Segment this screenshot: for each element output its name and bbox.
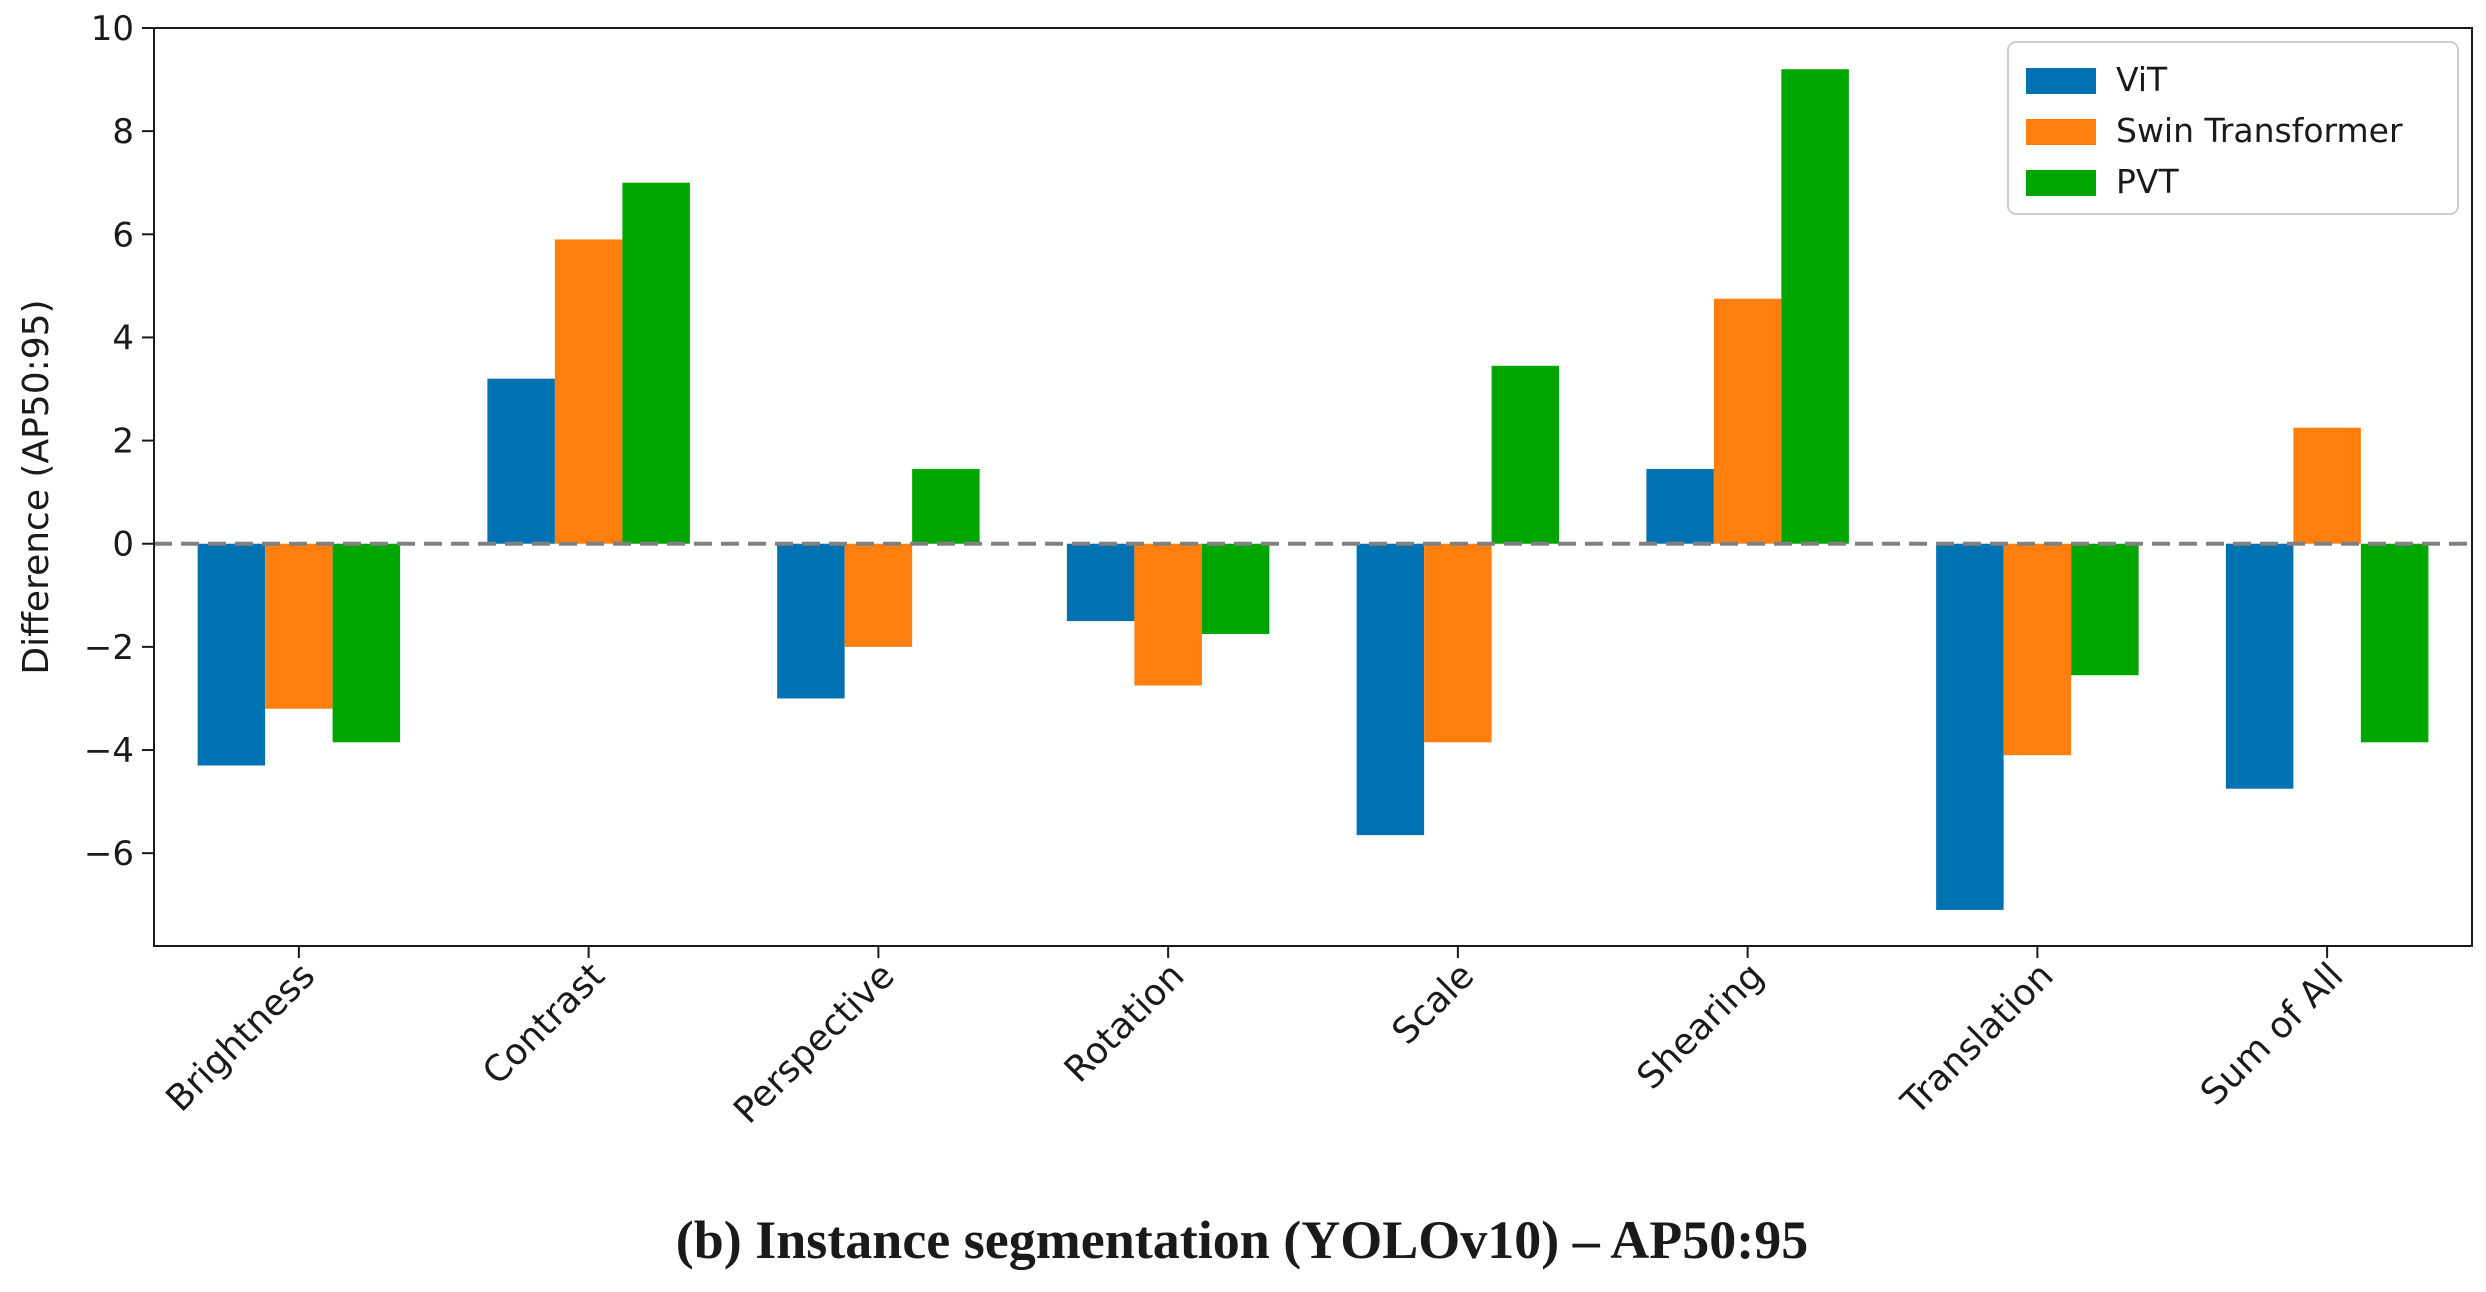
y-tick-label: 2 bbox=[112, 422, 134, 462]
bar-pvt-shearing bbox=[1781, 69, 1849, 544]
bars-layer bbox=[197, 69, 2429, 910]
x-tick-label: Brightness bbox=[159, 955, 324, 1120]
x-tick-label: Contrast bbox=[475, 955, 613, 1093]
legend-label: ViT bbox=[2116, 60, 2168, 99]
y-axis-label: Difference (AP50:95) bbox=[16, 299, 57, 674]
bar-pvt-brightness bbox=[332, 543, 401, 743]
legend-label: Swin Transformer bbox=[2116, 111, 2403, 150]
bar-vit-perspective bbox=[777, 543, 845, 699]
bar-vit-shearing bbox=[1646, 468, 1714, 544]
x-tick-label: Shearing bbox=[1630, 955, 1772, 1097]
y-axis: −6 −4 −2 0 2 4 6 8 10 bbox=[84, 9, 154, 874]
x-tick-label: Scale bbox=[1385, 955, 1482, 1052]
bar-pvt-translation bbox=[2071, 543, 2139, 676]
bar-swin-transformer-contrast bbox=[554, 239, 623, 544]
y-tick-label: −4 bbox=[84, 731, 134, 771]
y-tick-label: 0 bbox=[112, 525, 134, 565]
bar-pvt-contrast bbox=[622, 182, 690, 544]
bar-swin-transformer-shearing bbox=[1713, 298, 1782, 544]
bar-pvt-scale bbox=[1491, 365, 1560, 544]
bar-swin-transformer-rotation bbox=[1134, 543, 1202, 686]
legend-swatch-swin-transformer bbox=[2026, 119, 2096, 145]
bar-vit-brightness bbox=[197, 543, 266, 766]
bar-swin-transformer-scale bbox=[1424, 543, 1492, 743]
legend: ViT Swin Transformer PVT bbox=[2007, 41, 2459, 215]
bar-swin-transformer-brightness bbox=[265, 543, 333, 709]
plot-frame bbox=[153, 27, 2473, 947]
bar-swin-transformer-translation bbox=[2003, 543, 2072, 756]
bar-pvt-sum-of-all bbox=[2360, 543, 2429, 743]
x-tick-label: Sum of All bbox=[2193, 955, 2351, 1113]
y-tick-label: 4 bbox=[112, 318, 134, 358]
legend-swatch-pvt bbox=[2026, 170, 2096, 196]
bar-pvt-rotation bbox=[1201, 543, 1270, 634]
figure-caption: (b) Instance segmentation (YOLOv10) – AP… bbox=[676, 1210, 1808, 1270]
x-axis: Brightness Contrast Perspective Rotation Sca… bbox=[159, 946, 2351, 1132]
y-tick-label: −2 bbox=[84, 628, 134, 668]
bar-pvt-perspective bbox=[912, 468, 980, 544]
bar-swin-transformer-sum-of-all bbox=[2293, 427, 2361, 544]
y-tick-label: −6 bbox=[84, 834, 134, 874]
bar-vit-contrast bbox=[487, 378, 555, 544]
y-tick-label: 6 bbox=[112, 215, 134, 255]
x-tick-label: Translation bbox=[1893, 955, 2061, 1123]
bar-vit-sum-of-all bbox=[2225, 543, 2294, 789]
legend-box bbox=[2007, 41, 2459, 215]
bar-vit-translation bbox=[1936, 543, 2004, 910]
x-tick-label: Perspective bbox=[726, 955, 902, 1131]
legend-swatch-vit bbox=[2026, 68, 2096, 94]
bar-vit-rotation bbox=[1066, 543, 1135, 622]
x-tick-label: Rotation bbox=[1057, 955, 1192, 1090]
y-tick-label: 8 bbox=[112, 112, 134, 152]
bar-swin-transformer-perspective bbox=[844, 543, 913, 647]
legend-label: PVT bbox=[2116, 162, 2179, 201]
bar-vit-scale bbox=[1356, 543, 1425, 836]
y-tick-label: 10 bbox=[91, 9, 134, 49]
